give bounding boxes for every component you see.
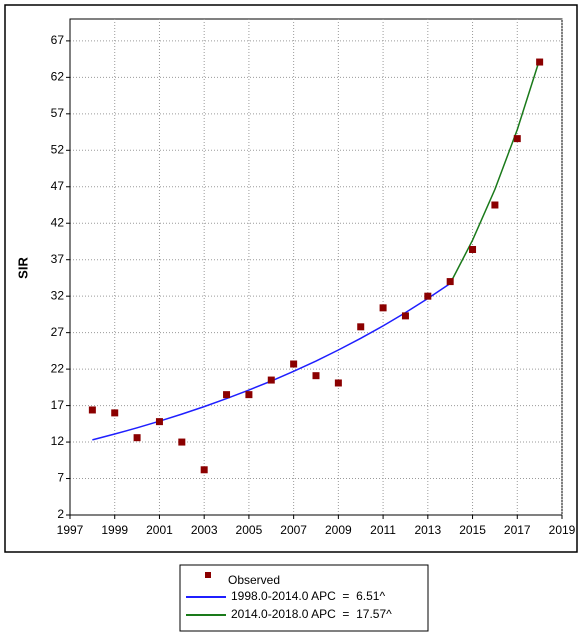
y-tick-label: 22 <box>51 361 65 375</box>
legend-label: 1998.0-2014.0 APC = 6.51^ <box>231 589 385 603</box>
observed-point <box>491 201 499 209</box>
y-tick-label: 57 <box>51 106 65 120</box>
legend-marker <box>205 572 211 578</box>
observed-point <box>513 135 521 143</box>
observed-point <box>245 391 253 399</box>
observed-point <box>446 278 454 286</box>
observed-point <box>267 376 275 384</box>
x-tick-label: 2007 <box>280 523 307 537</box>
x-tick-label: 2017 <box>504 523 531 537</box>
y-tick-label: 42 <box>51 215 65 229</box>
plot-area <box>69 18 563 516</box>
x-tick-label: 2001 <box>146 523 173 537</box>
legend-label: Observed <box>228 573 280 587</box>
observed-point <box>357 323 365 331</box>
x-tick-label: 2009 <box>325 523 352 537</box>
y-tick-label: 27 <box>51 325 65 339</box>
y-tick-label: 52 <box>51 142 65 156</box>
y-tick-label: 37 <box>51 252 65 266</box>
x-tick-label: 2015 <box>459 523 486 537</box>
y-tick-label: 67 <box>51 33 65 47</box>
y-axis-label: SIR <box>15 257 30 279</box>
x-tick-label: 2013 <box>414 523 441 537</box>
x-tick-label: 2003 <box>191 523 218 537</box>
observed-point <box>200 466 208 474</box>
observed-point <box>178 438 186 446</box>
observed-point <box>223 391 231 399</box>
y-tick-label: 12 <box>51 434 65 448</box>
legend-label: 2014.0-2018.0 APC = 17.57^ <box>231 607 392 621</box>
observed-point <box>312 372 320 380</box>
x-tick-label: 2005 <box>236 523 263 537</box>
y-tick-label: 7 <box>57 471 64 485</box>
observed-point <box>401 312 409 320</box>
observed-point <box>424 292 432 300</box>
observed-point <box>379 304 387 312</box>
x-tick-label: 2011 <box>370 523 396 537</box>
observed-point <box>88 406 96 414</box>
y-tick-label: 2 <box>57 507 64 521</box>
y-tick-label: 32 <box>51 288 65 302</box>
observed-point <box>111 409 119 417</box>
x-tick-label: 1999 <box>101 523 128 537</box>
y-tick-label: 47 <box>51 179 65 193</box>
y-tick-label: 62 <box>51 70 65 84</box>
observed-point <box>334 379 342 387</box>
observed-point <box>469 245 477 253</box>
x-tick-label: 1997 <box>57 523 84 537</box>
observed-point <box>536 58 544 66</box>
x-tick-label: 2019 <box>549 523 576 537</box>
observed-point <box>155 418 163 426</box>
observed-point <box>290 360 298 368</box>
fit-line <box>449 59 541 284</box>
y-tick-label: 17 <box>51 398 65 412</box>
observed-point <box>133 434 141 442</box>
